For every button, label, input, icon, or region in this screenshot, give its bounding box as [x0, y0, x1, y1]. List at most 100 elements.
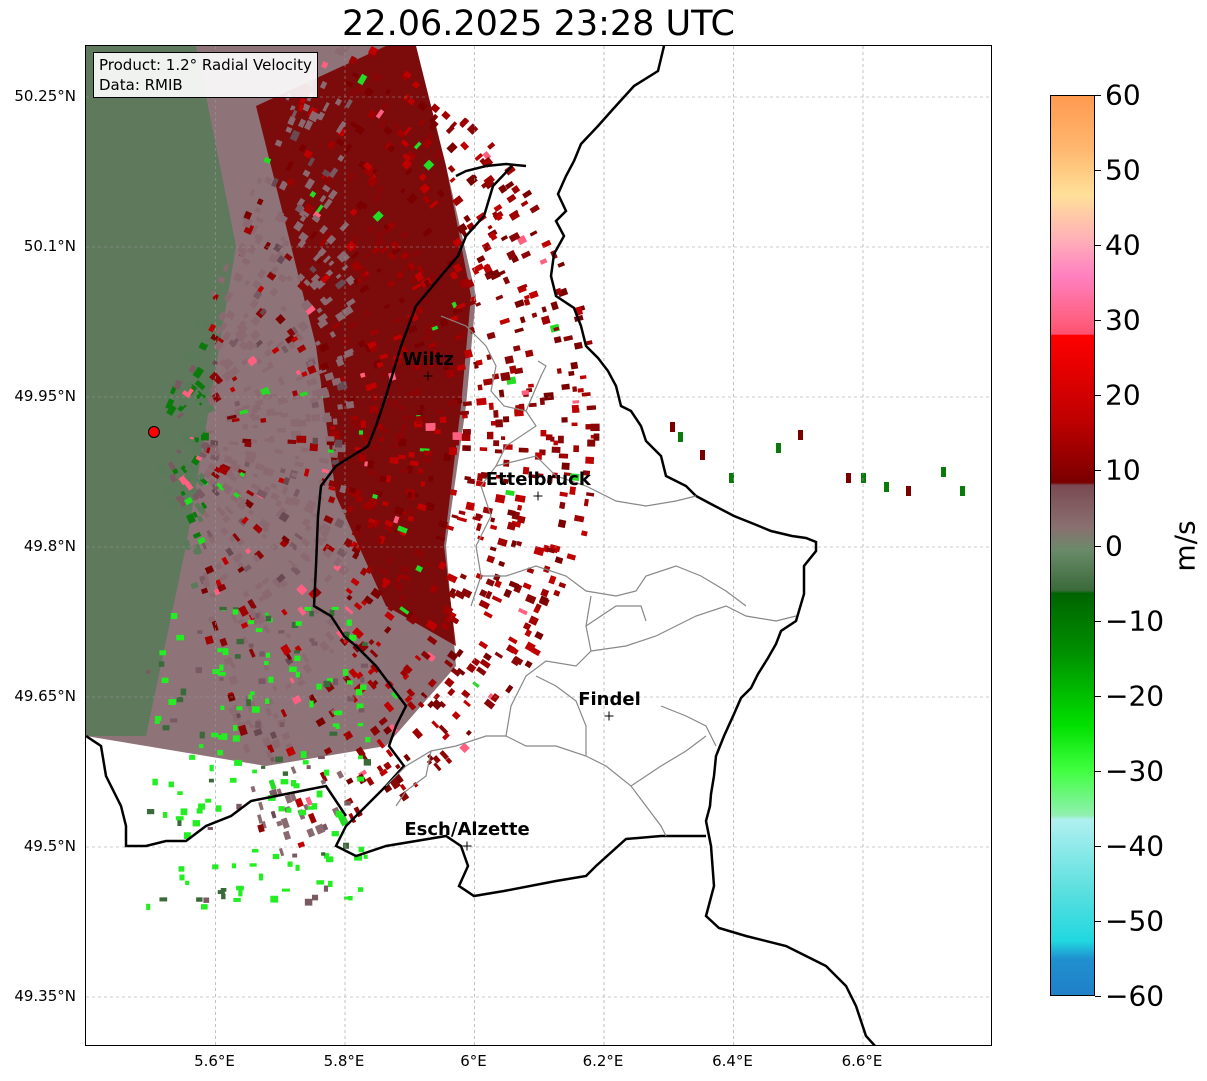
radar-echo-pixel: [240, 621, 249, 629]
radar-echo-pixel: [200, 336, 210, 345]
radar-echo-pixel: [407, 701, 417, 711]
radar-echo-pixel: [454, 589, 466, 600]
radar-echo-pixel: [266, 271, 277, 281]
radar-echo-pixel: [369, 328, 380, 336]
city-label: Findel: [578, 689, 641, 710]
radar-echo-pixel: [572, 386, 578, 393]
radar-echo-pixel: [393, 581, 405, 593]
lat-tick-label: 49.65°N: [14, 687, 76, 705]
radar-echo-pixel: [206, 529, 213, 538]
radar-echo-pixel: [505, 489, 515, 496]
radar-echo-pixel: [476, 473, 484, 482]
radar-echo-pixel: [365, 737, 371, 743]
radar-echo-pixel: [217, 749, 224, 756]
radar-echo-pixel: [381, 101, 390, 111]
radar-echo-pixel: [211, 359, 219, 367]
radar-echo-pixel: [176, 696, 184, 703]
radar-echo-pixel: [312, 211, 322, 220]
radar-echo-pixel: [331, 322, 341, 330]
radar-echo-pixel: [573, 445, 580, 453]
radar-echo-pixel: [428, 475, 434, 482]
radar-echo-pixel: [484, 272, 492, 280]
radar-echo-pixel: [337, 404, 343, 410]
radar-echo-pixel: [283, 476, 291, 486]
radar-echo-pixel: [302, 663, 313, 674]
radar-echo-pixel: [220, 705, 225, 711]
radar-echo-pixel: [278, 630, 285, 634]
radar-echo-pixel: [263, 241, 271, 251]
radar-echo-pixel: [303, 279, 311, 287]
radar-echo-pixel: [362, 642, 368, 646]
radar-echo-pixel: [316, 790, 323, 798]
radar-echo-pixel: [378, 119, 388, 129]
radar-echo-pixel: [379, 353, 389, 360]
radar-echo-pixel: [403, 70, 412, 79]
radar-echo-pixel: [545, 547, 556, 554]
radar-echo-pixel: [447, 164, 456, 173]
radar-echo-pixel: [519, 316, 526, 324]
radar-map[interactable]: [85, 45, 992, 1046]
radar-echo-pixel: [275, 756, 283, 763]
radar-echo-pixel: [372, 518, 381, 528]
radar-echo-pixel: [422, 195, 432, 205]
radar-echo-pixel: [263, 664, 270, 672]
radar-echo-pixel: [401, 573, 411, 582]
radar-echo-pixel: [452, 307, 463, 315]
colorbar: [1050, 95, 1095, 996]
radar-echo-pixel: [215, 805, 222, 812]
radar-echo-pixel: [481, 242, 492, 253]
lat-tick-label: 50.1°N: [23, 237, 76, 255]
radar-echo-pixel: [906, 486, 911, 496]
radar-echo-pixel: [334, 98, 342, 106]
radar-echo-pixel: [207, 462, 217, 472]
radar-echo-pixel: [294, 461, 304, 468]
radar-echo-pixel: [548, 575, 557, 585]
radar-echo-pixel: [222, 648, 229, 656]
radar-echo-pixel: [346, 594, 353, 601]
radar-echo-pixel: [265, 698, 270, 704]
radar-echo-pixel: [254, 462, 265, 472]
radar-echo-pixel: [303, 149, 313, 159]
radar-echo-pixel: [194, 437, 200, 443]
radar-echo-pixel: [798, 430, 803, 440]
radar-echo-pixel: [403, 93, 410, 101]
radar-echo-pixel: [452, 432, 462, 440]
radar-echo-pixel: [445, 757, 453, 765]
radar-echo-pixel: [217, 583, 227, 593]
radar-echo-pixel: [189, 754, 196, 760]
radar-echo-pixel: [359, 265, 368, 274]
radar-echo-pixel: [422, 334, 432, 342]
radar-echo-pixel: [199, 396, 209, 405]
radar-echo-pixel: [475, 263, 485, 272]
radar-echo-pixel: [226, 414, 237, 420]
radar-echo-pixel: [341, 305, 354, 317]
radar-echo-pixel: [254, 233, 261, 241]
radar-echo-pixel: [579, 375, 587, 380]
radar-echo-pixel: [387, 144, 396, 153]
radar-echo-pixel: [509, 365, 517, 374]
radar-echo-pixel: [272, 685, 278, 692]
radar-echo-pixel: [300, 751, 307, 759]
radar-echo-pixel: [185, 880, 190, 886]
radar-echo-pixel: [554, 556, 564, 565]
radar-echo-pixel: [483, 378, 494, 386]
radar-echo-pixel: [257, 823, 265, 833]
radar-echo-pixel: [308, 694, 318, 705]
radar-echo-pixel: [369, 649, 379, 658]
radar-echo-pixel: [238, 889, 243, 897]
radar-echo-pixel: [312, 437, 319, 445]
radar-echo-pixel: [538, 595, 549, 605]
radar-echo-pixel: [294, 797, 304, 808]
radar-echo-pixel: [528, 615, 539, 626]
radar-echo-pixel: [309, 443, 319, 452]
radar-echo-pixel: [236, 319, 247, 331]
radar-echo-pixel: [161, 677, 169, 684]
radar-echo-pixel: [367, 176, 379, 188]
radar-echo-pixel: [346, 172, 356, 182]
radar-echo-pixel: [334, 278, 347, 290]
radar-echo-pixel: [199, 744, 204, 749]
radar-echo-pixel: [512, 345, 521, 352]
radar-echo-pixel: [593, 433, 600, 441]
radar-echo-pixel: [172, 509, 179, 517]
radar-echo-pixel: [474, 153, 484, 162]
